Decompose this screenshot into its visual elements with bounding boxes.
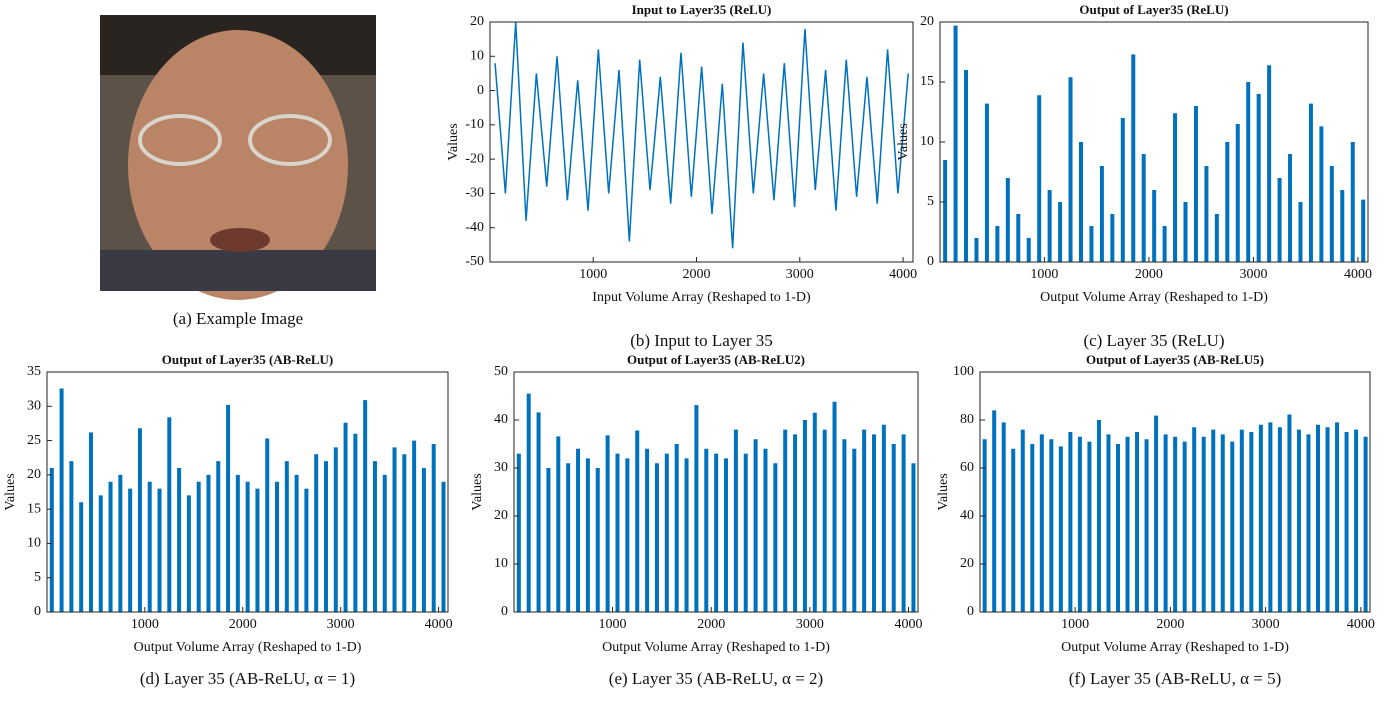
x-tick-label: 2000 [682,267,710,282]
x-tick-label: 1000 [1030,267,1058,282]
x-tick-label: 3000 [327,617,355,632]
y-tick-label: 20 [470,14,484,29]
y-tick-label: 80 [960,412,974,427]
y-tick-label: -40 [465,220,484,235]
y-tick-label: -10 [465,117,484,132]
x-tick-label: 3000 [1239,267,1267,282]
x-tick-label: 2000 [229,617,257,632]
y-tick-label: 40 [494,412,508,427]
y-tick-label: 100 [953,364,974,379]
data-line [494,21,909,249]
caption: (d) Layer 35 (AB-ReLU, α = 1) [140,669,355,688]
chart-title: Output of Layer35 (AB-ReLU2) [627,352,805,367]
image-caption: (a) Example Image [173,309,303,328]
x-tick-label: 1000 [579,267,607,282]
y-tick-label: -50 [465,254,484,269]
y-tick-label: 15 [920,74,934,89]
y-tick-label: 10 [494,556,508,571]
y-axis-label: Values [470,473,485,510]
y-axis-label: Values [896,123,911,160]
y-axis-label: Values [936,473,951,510]
x-axis-label: Output Volume Array (Reshaped to 1-D) [134,640,362,655]
x-axis-label: Output Volume Array (Reshaped to 1-D) [602,640,830,655]
chart-title: Output of Layer35 (AB-ReLU5) [1086,352,1264,367]
chart-title: Input to Layer35 (ReLU) [632,2,772,17]
plot-frame [489,21,914,263]
y-tick-label: 15 [27,501,41,516]
y-tick-label: 0 [927,254,934,269]
x-tick-label: 1000 [1061,617,1089,632]
y-tick-label: 20 [920,14,934,29]
y-tick-label: 30 [494,460,508,475]
y-tick-label: 10 [470,49,484,64]
y-tick-label: 25 [27,433,41,448]
x-tick-label: 4000 [1344,267,1372,282]
plot-frame [46,371,449,613]
x-tick-label: 4000 [1347,617,1375,632]
y-tick-label: 0 [501,604,508,619]
y-axis-label: Values [446,123,461,160]
y-tick-label: 0 [34,604,41,619]
y-tick-label: 10 [920,134,934,149]
y-tick-label: 5 [34,570,41,585]
y-axis-label: Values [3,473,18,510]
caption: (c) Layer 35 (ReLU) [1083,331,1224,350]
y-tick-label: 5 [927,194,934,209]
plot-frame [979,371,1371,613]
y-tick-label: 40 [960,508,974,523]
x-tick-label: 1000 [599,617,627,632]
y-tick-label: 20 [960,556,974,571]
caption: (e) Layer 35 (AB-ReLU, α = 2) [609,669,823,688]
y-tick-label: -20 [465,151,484,166]
y-tick-label: 50 [494,364,508,379]
y-tick-label: 30 [27,399,41,414]
caption: (f) Layer 35 (AB-ReLU, α = 5) [1069,669,1282,688]
x-tick-label: 1000 [131,617,159,632]
x-tick-label: 3000 [1252,617,1280,632]
y-tick-label: 0 [477,83,484,98]
chart-title: Output of Layer35 (AB-ReLU) [162,352,334,367]
caption: (b) Input to Layer 35 [630,331,773,350]
x-tick-label: 2000 [697,617,725,632]
y-tick-label: 20 [27,467,41,482]
x-axis-label: Output Volume Array (Reshaped to 1-D) [1040,290,1268,305]
y-tick-label: 0 [967,604,974,619]
x-tick-label: 4000 [889,267,917,282]
y-tick-label: 10 [27,536,41,551]
example-image: (a) Example Image [100,15,376,328]
x-tick-label: 3000 [786,267,814,282]
x-tick-label: 3000 [796,617,824,632]
chart-title: Output of Layer35 (ReLU) [1079,2,1228,17]
y-tick-label: 35 [27,364,41,379]
x-tick-label: 2000 [1135,267,1163,282]
plot-frame [513,371,919,613]
y-tick-label: 20 [494,508,508,523]
x-tick-label: 4000 [895,617,923,632]
x-tick-label: 4000 [425,617,453,632]
x-axis-label: Output Volume Array (Reshaped to 1-D) [1061,640,1289,655]
x-tick-label: 2000 [1156,617,1184,632]
y-tick-label: -30 [465,186,484,201]
y-tick-label: 60 [960,460,974,475]
x-axis-label: Input Volume Array (Reshaped to 1-D) [592,290,811,305]
